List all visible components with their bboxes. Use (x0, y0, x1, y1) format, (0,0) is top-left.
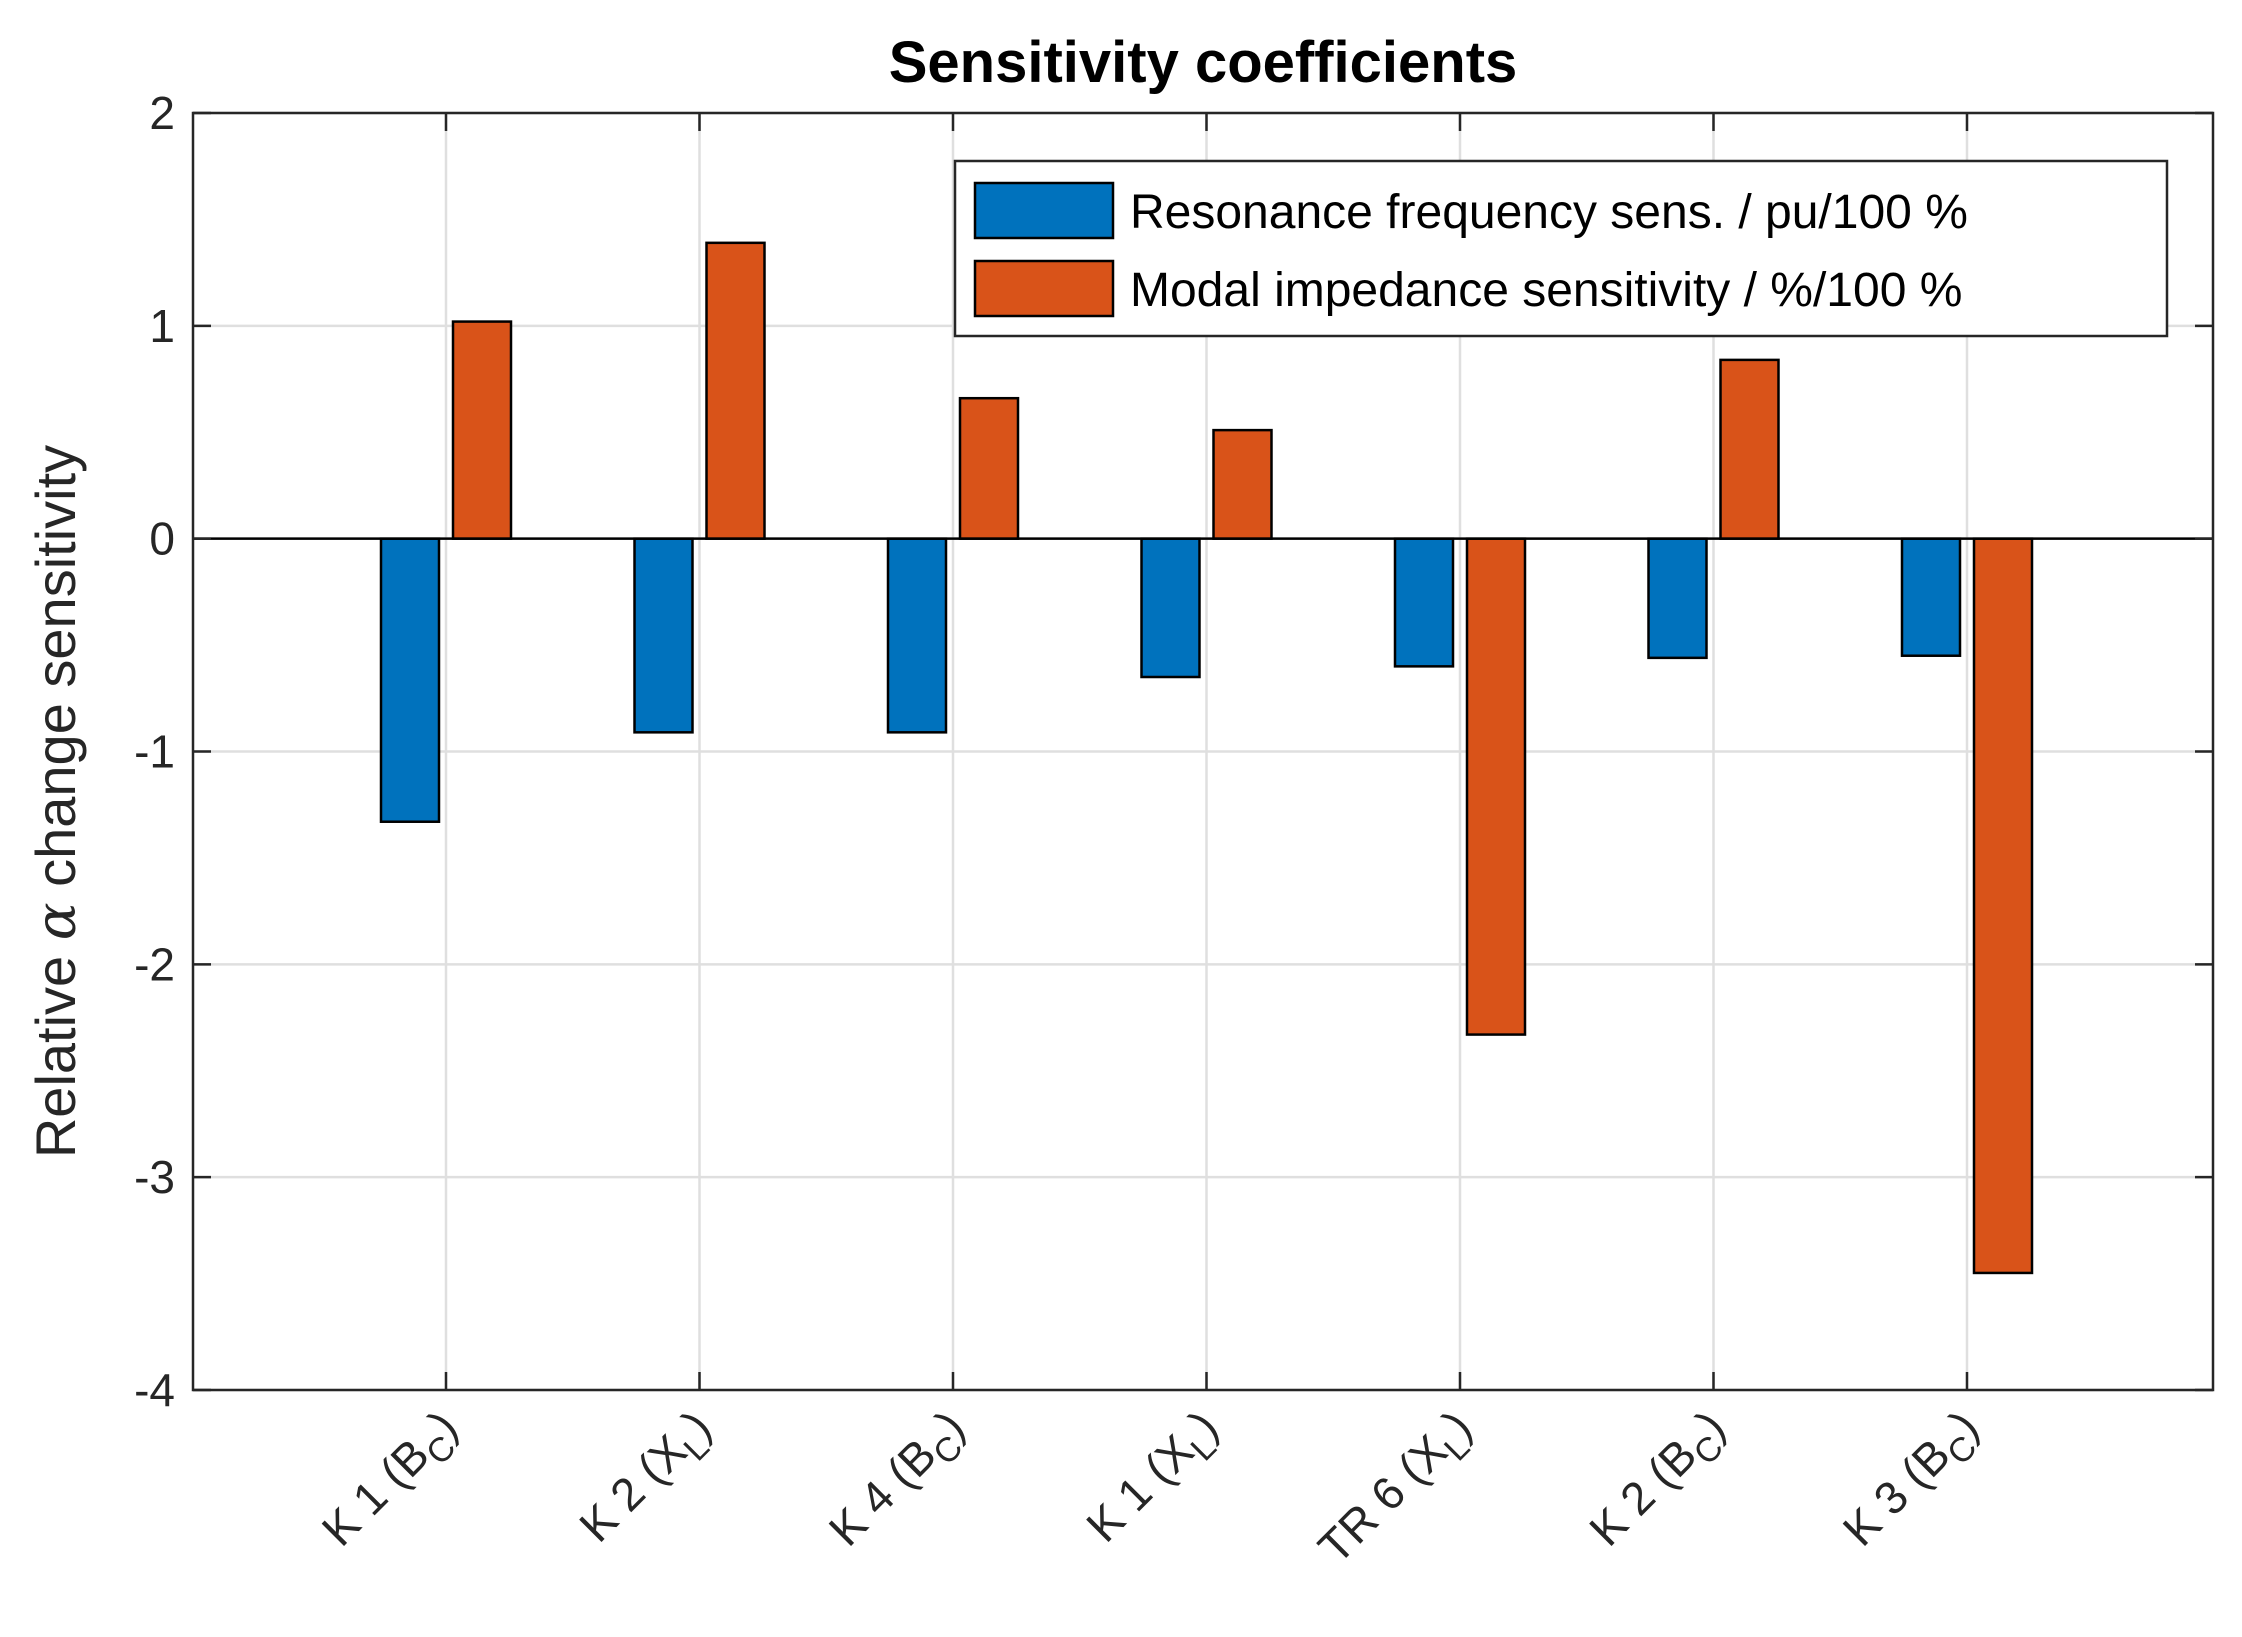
bar-resonance-frequency (1140, 537, 1201, 679)
legend-swatch (973, 259, 1115, 318)
legend-label: Resonance frequency sens. / pu/100 % (1130, 186, 1968, 239)
y-axis-label-alpha: α (24, 902, 89, 940)
bar-resonance-frequency (1647, 537, 1708, 660)
y-tick-label: -2 (134, 938, 175, 990)
y-axis-label: Relative α change sensitivity (24, 445, 89, 1158)
y-axis-label-part: Relative (24, 940, 87, 1158)
bar-resonance-frequency (379, 537, 441, 823)
y-tick-labels: 2 1 0 -1 -2 -3 -4 (134, 87, 175, 1416)
bar-modal-impedance (451, 320, 513, 540)
bar-resonance-frequency (633, 537, 694, 734)
legend-label: Modal impedance sensitivity / %/100 % (1130, 264, 1962, 317)
y-tick-label: -4 (134, 1364, 175, 1416)
legend: Resonance frequency sens. / pu/100 % Moda… (953, 159, 2169, 338)
bar-resonance-frequency (1393, 537, 1455, 668)
y-tick-label: 1 (149, 300, 175, 352)
bar-resonance-frequency (1900, 537, 1962, 657)
legend-swatch (973, 181, 1115, 240)
y-tick-label: 2 (149, 87, 175, 139)
bar-resonance-frequency (886, 537, 948, 734)
chart-title: Sensitivity coefficients (889, 30, 1518, 95)
bar-modal-impedance (958, 396, 1020, 540)
bar-group (379, 241, 2034, 1275)
y-tick-label: -1 (134, 726, 175, 778)
bar-modal-impedance (1212, 428, 1273, 540)
y-axis-label-part: change sensitivity (24, 445, 87, 903)
y-tick-label: 0 (149, 513, 175, 565)
y-tick-label: -3 (134, 1151, 175, 1203)
axis-ticks (193, 111, 2213, 1392)
bar-modal-impedance (1465, 537, 1527, 1036)
bar-modal-impedance (1972, 537, 2034, 1275)
legend-box (953, 159, 2169, 338)
bar-modal-impedance (705, 241, 766, 540)
bar-modal-impedance (1719, 358, 1780, 540)
